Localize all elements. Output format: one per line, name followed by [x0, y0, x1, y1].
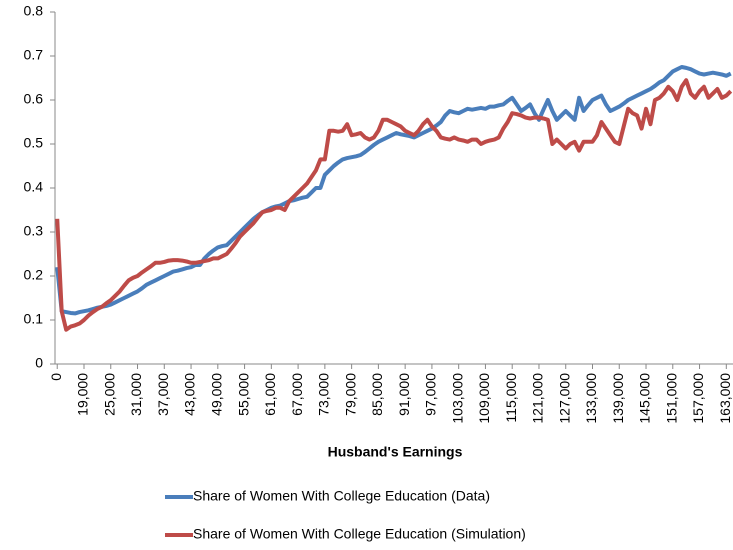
x-tick-label: 139,000	[610, 373, 626, 424]
x-tick-label: 151,000	[663, 373, 679, 424]
x-tick-label: 103,000	[449, 373, 465, 424]
x-tick-label: 145,000	[637, 373, 653, 424]
x-tick-label: 73,000	[316, 373, 332, 416]
x-tick-label: 109,000	[476, 373, 492, 424]
y-tick-label: 0.4	[24, 179, 44, 195]
x-tick-label: 79,000	[342, 373, 358, 416]
y-tick-label: 0.5	[24, 135, 44, 151]
x-tick-label: 133,000	[583, 373, 599, 424]
x-tick-label: 49,000	[209, 373, 225, 416]
y-tick-label: 0.1	[24, 311, 44, 327]
y-tick-label: 0.6	[24, 91, 44, 107]
series-line	[55, 78, 733, 332]
x-tick-label: 121,000	[530, 373, 546, 424]
x-axis-label: Husband's Earnings	[328, 444, 463, 460]
x-tick-label: 163,000	[717, 373, 733, 424]
x-tick-label: 19,000	[75, 373, 91, 416]
x-tick-label: 37,000	[155, 373, 171, 416]
x-tick-label: 25,000	[101, 373, 117, 416]
y-tick-label: 0.7	[24, 47, 44, 63]
x-tick-label: 91,000	[396, 373, 412, 416]
x-tick-label: 55,000	[235, 373, 251, 416]
y-tick-label: 0.3	[24, 223, 44, 239]
x-tick-label: 97,000	[423, 373, 439, 416]
legend-label: Share of Women With College Education (S…	[193, 526, 526, 542]
x-tick-label: 0	[48, 373, 64, 381]
x-tick-label: 67,000	[289, 373, 305, 416]
x-tick-label: 31,000	[128, 373, 144, 416]
legend-label: Share of Women With College Education (D…	[193, 488, 490, 504]
y-tick-label: 0.2	[24, 267, 44, 283]
y-tick-label: 0	[35, 355, 43, 371]
series-line	[55, 65, 732, 316]
x-tick-label: 43,000	[182, 373, 198, 416]
y-tick-label: 0.8	[24, 3, 44, 19]
x-tick-label: 127,000	[556, 373, 572, 424]
x-tick-label: 85,000	[369, 373, 385, 416]
x-tick-label: 61,000	[262, 373, 278, 416]
x-tick-label: 157,000	[690, 373, 706, 424]
x-tick-label: 115,000	[503, 373, 519, 423]
